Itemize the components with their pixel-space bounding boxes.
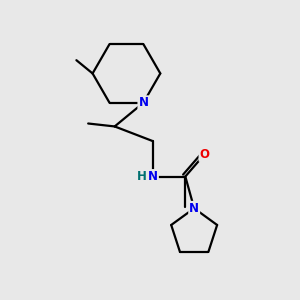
Text: N: N bbox=[148, 170, 158, 183]
Text: N: N bbox=[189, 202, 199, 215]
Text: O: O bbox=[200, 148, 209, 161]
Text: H: H bbox=[137, 170, 147, 183]
Text: N: N bbox=[138, 96, 148, 109]
